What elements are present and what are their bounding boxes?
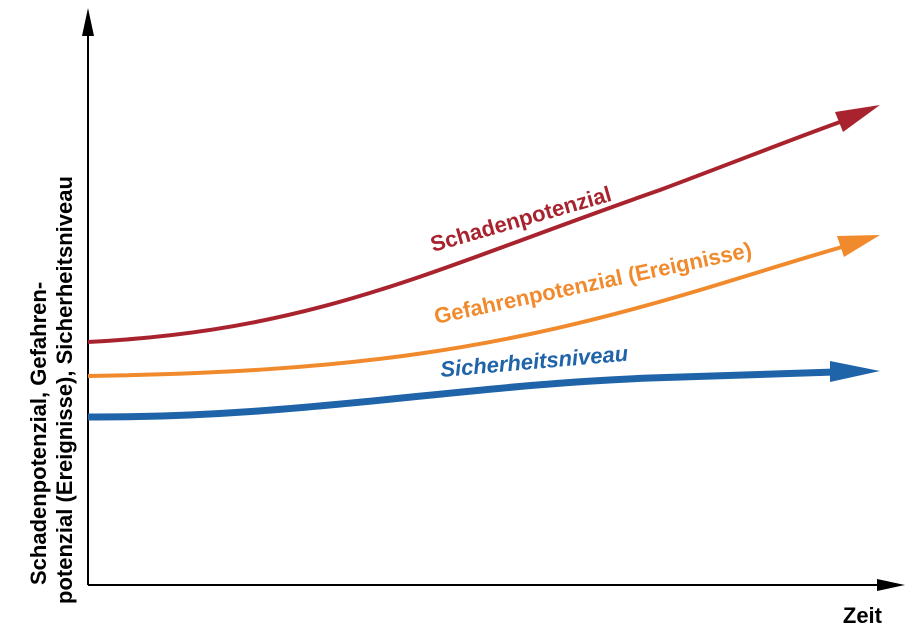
schadenpotenzial-arrowhead (835, 105, 880, 132)
schadenpotenzial-curve (87, 120, 841, 344)
y-axis-arrowhead (82, 8, 94, 36)
gefahrenpotenzial-curve (87, 245, 843, 378)
x-axis-arrowhead (877, 579, 905, 591)
y-axis-label-line1: Schadenpotenzial, Gefahren- (26, 282, 51, 585)
x-axis-label: Zeit (843, 603, 883, 628)
sicherheitsniveau-arrowhead (830, 361, 880, 382)
gefahrenpotenzial-arrowhead (837, 235, 880, 257)
y-axis-label-line2: potenzial (Ereignisse), Sicherheitsnivea… (52, 176, 77, 604)
gefahrenpotenzial-label: Gefahrenpotenzial (Ereignisse) (432, 237, 754, 329)
schadenpotenzial-label: Schadenpotenzial (427, 181, 614, 257)
sicherheitsniveau-curve (87, 368, 836, 421)
